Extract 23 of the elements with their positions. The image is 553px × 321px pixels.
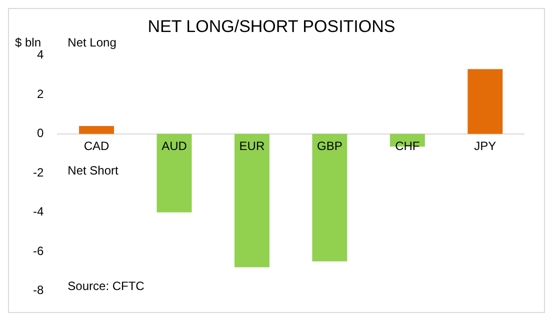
x-tick-label: JPY bbox=[474, 139, 496, 154]
y-tick-label: -8 bbox=[33, 283, 44, 298]
y-tick-label: -6 bbox=[33, 244, 44, 258]
x-tick-label: GBP bbox=[317, 139, 342, 154]
text: Net Long bbox=[68, 36, 116, 50]
bar bbox=[312, 134, 348, 262]
bar bbox=[468, 69, 503, 134]
y-tick-label: -2 bbox=[33, 165, 44, 180]
annotation: Net Short bbox=[68, 163, 120, 178]
bar bbox=[156, 134, 192, 212]
y-tick-label: 2 bbox=[36, 86, 44, 101]
x-tick-label: AUD bbox=[162, 139, 188, 154]
y-tick-label: -4 bbox=[33, 204, 44, 219]
x-tick-label: CAD bbox=[84, 139, 110, 154]
y-tick-label: 4 bbox=[36, 48, 44, 62]
bar bbox=[234, 134, 270, 268]
y-tick-label: 0 bbox=[36, 126, 44, 140]
annotation: Source: CFTC bbox=[68, 279, 145, 294]
x-tick-label: CHF bbox=[395, 139, 420, 154]
bar bbox=[79, 126, 114, 134]
chart-title: NET LONG/SHORT POSITIONS bbox=[148, 16, 396, 36]
x-tick-label: EUR bbox=[239, 139, 265, 154]
y-axis-title: $ bln bbox=[15, 36, 42, 50]
